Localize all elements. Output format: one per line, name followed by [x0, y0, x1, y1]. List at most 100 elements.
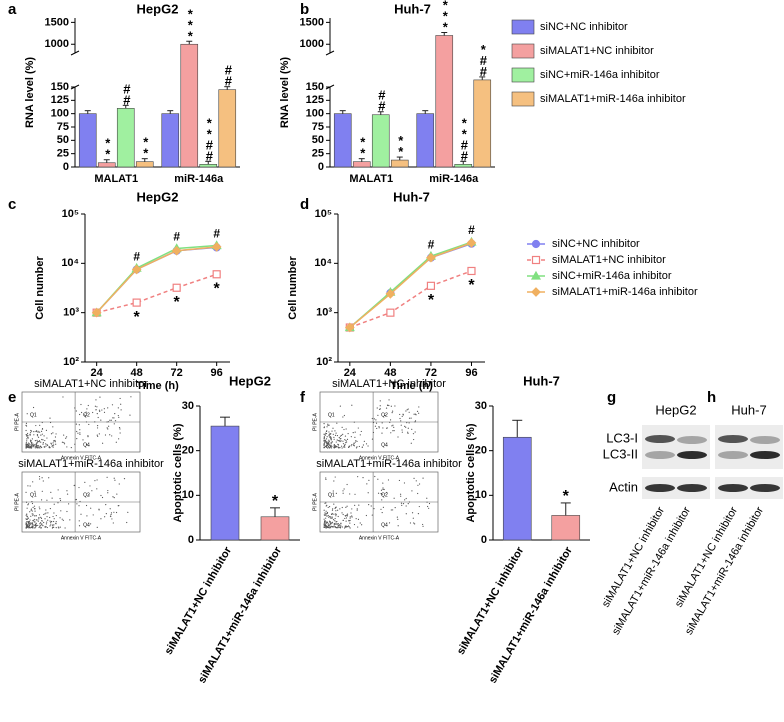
cell-dot [388, 522, 391, 524]
cell-dot [94, 480, 96, 482]
cell-dot [35, 430, 37, 433]
blot-membrane [715, 425, 783, 469]
cell-dot [323, 446, 326, 448]
x-axis-label: Time (h) [390, 380, 433, 392]
cell-dot [342, 443, 345, 445]
cell-dot [392, 509, 394, 511]
cell-dot [94, 421, 96, 423]
cell-dot [400, 495, 402, 497]
cell-dot [344, 435, 347, 437]
cell-dot [61, 518, 63, 520]
cell-dot [39, 525, 41, 528]
cell-dot [393, 497, 395, 499]
cell-dot [34, 527, 36, 529]
cell-dot [114, 479, 116, 481]
cell-dot [50, 442, 52, 444]
cell-dot [90, 507, 92, 509]
cell-dot [45, 509, 47, 511]
cell-dot [335, 515, 337, 517]
significance-mark: ** [100, 136, 115, 158]
cell-dot [367, 492, 369, 494]
cell-dot [52, 526, 54, 528]
cell-dot [46, 499, 48, 501]
cell-dot [399, 417, 401, 420]
cell-dot [85, 421, 88, 423]
cell-dot [25, 491, 27, 493]
cell-dot [110, 419, 112, 421]
cell-dot [30, 523, 32, 525]
cell-dot [377, 478, 379, 480]
cell-dot [115, 511, 118, 514]
cell-dot [402, 413, 404, 415]
cell-dot [331, 521, 334, 523]
cell-dot [113, 477, 115, 479]
cell-dot [26, 518, 28, 520]
cell-dot [115, 441, 117, 443]
cell-dot [345, 428, 347, 430]
cell-dot [45, 445, 47, 447]
cell-dot [342, 440, 344, 442]
cell-dot [330, 525, 332, 527]
cell-dot [370, 505, 372, 507]
cell-dot [408, 411, 410, 413]
y-tick-label: 10 [182, 489, 194, 501]
cell-dot [358, 445, 360, 448]
cell-dot [381, 499, 383, 501]
y-tick-label: 10³ [316, 307, 332, 319]
cell-dot [330, 445, 332, 447]
cell-dot [80, 513, 82, 515]
cell-dot [55, 433, 57, 435]
cell-dot [340, 440, 342, 442]
cell-dot [325, 445, 328, 447]
cell-dot [371, 514, 373, 516]
cell-dot [36, 435, 39, 437]
cell-dot [328, 431, 330, 433]
cell-dot [332, 433, 334, 435]
cell-dot [32, 506, 34, 509]
legend-swatch [511, 67, 535, 83]
cell-dot [118, 426, 121, 429]
cell-dot [78, 486, 80, 489]
significance-mark: * [272, 493, 279, 510]
cell-dot [414, 431, 416, 433]
blot-band [750, 451, 780, 459]
panel-letter: e [8, 389, 16, 406]
cell-dot [101, 409, 103, 411]
cell-dot [375, 419, 377, 421]
cell-dot [341, 426, 343, 428]
cell-dot [397, 436, 399, 438]
cell-dot [323, 423, 325, 425]
cell-dot [403, 482, 406, 484]
cell-dot [389, 419, 392, 421]
cell-dot [365, 514, 367, 517]
cell-dot [328, 506, 331, 508]
marker [531, 239, 541, 249]
cell-dot [324, 432, 327, 434]
cell-dot [390, 432, 392, 434]
bar [454, 164, 473, 168]
cell-dot [104, 434, 107, 436]
cell-dot [351, 444, 353, 446]
cell-dot [107, 489, 109, 492]
cell-dot [337, 525, 339, 527]
cell-dot [45, 525, 47, 528]
x-tick-label: 48 [384, 367, 396, 379]
cell-dot [31, 446, 33, 448]
cell-dot [378, 408, 381, 410]
cell-dot [51, 520, 53, 523]
cell-dot [85, 504, 88, 507]
cell-dot [50, 522, 52, 524]
cell-dot [111, 518, 113, 520]
marker [212, 270, 221, 279]
y-tick-label: 10³ [63, 307, 79, 319]
cell-dot [405, 505, 407, 507]
cell-dot [52, 442, 54, 444]
cell-dot [328, 441, 330, 443]
legend-label: siNC+NC inhibitor [540, 21, 628, 33]
cell-dot [45, 443, 47, 445]
cell-dot [342, 490, 344, 492]
cell-dot [428, 507, 430, 509]
cell-dot [361, 524, 363, 526]
cell-dot [53, 518, 55, 520]
cell-dot [334, 476, 336, 478]
